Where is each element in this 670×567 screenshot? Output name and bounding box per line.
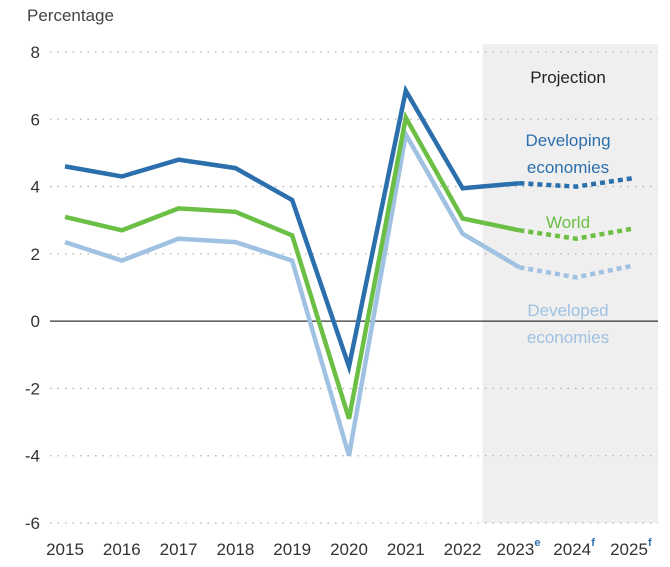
y-tick-label: 2 [31, 245, 40, 264]
series-label: Developed [527, 301, 608, 320]
series-label: economies [527, 158, 609, 177]
y-tick-label: -2 [25, 379, 40, 398]
y-tick-label: -6 [25, 514, 40, 533]
y-axis-title: Percentage [27, 6, 114, 25]
series-line-actual [64, 111, 520, 420]
series-line-projection [519, 175, 634, 189]
series-label: economies [527, 328, 609, 347]
x-tick-superscript: f [591, 537, 595, 549]
projection-label: Projection [530, 68, 606, 87]
y-axis-ticks: 8 6 4 2 0 -2 -4 -6 [25, 43, 40, 533]
x-tick-label: 2016 [103, 540, 141, 559]
series-label: World [546, 213, 590, 232]
y-tick-label: 4 [31, 178, 40, 197]
y-tick-label: -4 [25, 447, 40, 466]
x-tick-label: 2015 [46, 540, 84, 559]
x-tick-superscript: e [534, 537, 540, 549]
x-tick-superscript: f [648, 537, 652, 549]
x-tick-label: 2021 [387, 540, 425, 559]
x-tick-label: 2025 [610, 540, 648, 559]
x-tick-label: 2022 [444, 540, 482, 559]
x-tick-label: 2024 [553, 540, 591, 559]
y-tick-label: 0 [31, 312, 40, 331]
series-line-projection [519, 226, 634, 241]
series-line-actual [64, 127, 521, 457]
x-tick-label: 2017 [160, 540, 198, 559]
y-tick-label: 6 [31, 110, 40, 129]
series-label: Developing [525, 131, 610, 150]
x-tick-label: 2018 [216, 540, 254, 559]
series-labels: Developing economies World Developed economi… [525, 131, 610, 347]
y-tick-label: 8 [31, 43, 40, 62]
x-tick-label: 2020 [330, 540, 368, 559]
x-tick-label: 2019 [273, 540, 311, 559]
projection-shading [482, 44, 658, 523]
x-tick-label: 2023 [496, 540, 534, 559]
x-axis-ticks: 2015 2016 2017 2018 2019 2020 2021 2022 2023 e 202… [46, 537, 652, 559]
series-line-actual [64, 84, 520, 376]
series-group [64, 84, 634, 457]
